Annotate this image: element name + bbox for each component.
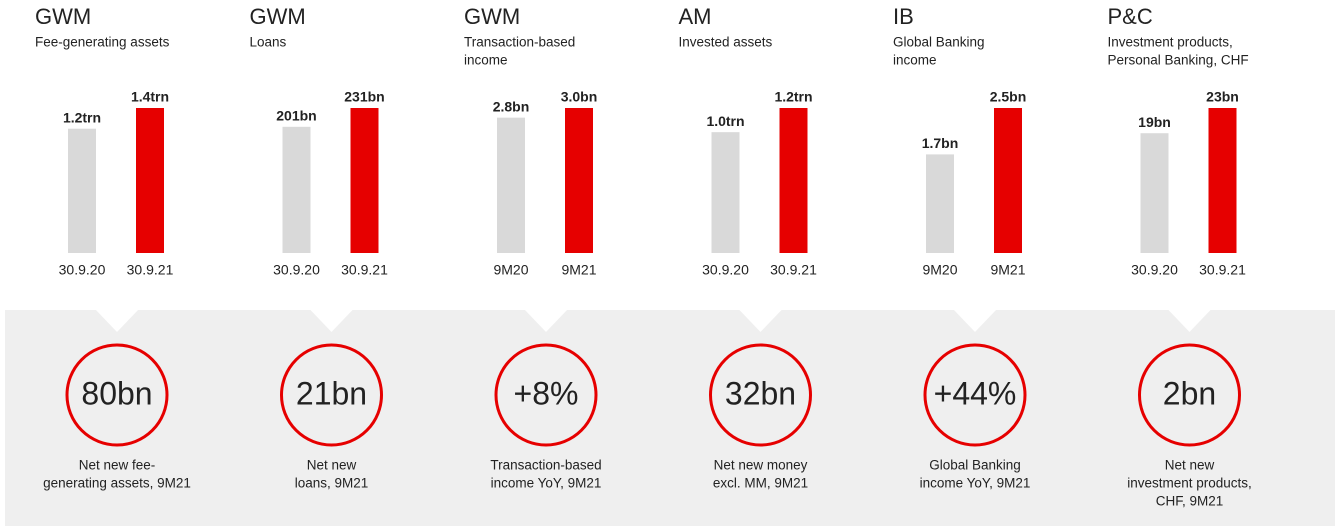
notch (524, 309, 568, 332)
value-label: 231bn (344, 89, 384, 105)
highlight-label: Net new fee- (79, 458, 156, 473)
panel-title: GWM (250, 4, 306, 29)
notch (309, 309, 354, 332)
highlight-circle (1138, 343, 1241, 447)
x-tick-label: 30.9.20 (59, 262, 106, 278)
notch (95, 309, 139, 332)
panel-subtitle: Transaction-based (464, 35, 575, 50)
value-label: 1.2trn (63, 109, 101, 125)
bar (994, 108, 1022, 253)
bar (497, 117, 525, 254)
panel-title: IB (893, 4, 914, 29)
bar (1208, 108, 1237, 253)
highlight-label: Global Banking (929, 458, 1021, 473)
panel-title: GWM (464, 4, 520, 29)
panel-subtitle: income (464, 53, 508, 68)
x-tick-label: 30.9.20 (702, 262, 749, 278)
highlight-value: +44% (934, 375, 1017, 411)
panel-title: AM (679, 4, 712, 29)
highlight-label: income YoY, 9M21 (920, 476, 1031, 491)
highlight-label: Net new (1165, 458, 1215, 473)
x-tick-label: 9M21 (561, 262, 596, 278)
panel-subtitle: Loans (250, 35, 287, 50)
panel-subtitle: Fee-generating assets (35, 35, 170, 50)
panel-subtitle: Global Banking (893, 35, 985, 50)
bar (711, 132, 740, 253)
bar (779, 108, 808, 253)
highlight-value: 21bn (296, 375, 367, 411)
bar (282, 126, 311, 253)
highlight-label: generating assets, 9M21 (43, 476, 191, 491)
summary-band (5, 310, 1335, 526)
notch (1167, 309, 1212, 332)
highlight-value: 80bn (81, 375, 152, 411)
highlight-label: income YoY, 9M21 (491, 476, 602, 491)
value-label: 3.0bn (561, 89, 598, 105)
highlight-circle (494, 343, 598, 447)
value-label: 1.4trn (131, 89, 169, 105)
notch (953, 309, 997, 332)
value-label: 1.7bn (922, 135, 959, 151)
value-label: 1.2trn (774, 89, 812, 105)
value-label: 23bn (1206, 89, 1239, 105)
highlight-label: loans, 9M21 (295, 476, 369, 491)
notch (738, 309, 783, 332)
highlight-value: 2bn (1163, 375, 1216, 411)
x-tick-label: 30.9.21 (341, 262, 388, 278)
value-label: 2.8bn (493, 98, 530, 114)
panel-subtitle: income (893, 53, 937, 68)
value-label: 2.5bn (990, 89, 1027, 105)
highlight-circle (923, 343, 1027, 447)
bar (68, 128, 96, 253)
panel-subtitle: Investment products, (1108, 35, 1233, 50)
highlight-circle (709, 343, 812, 447)
panel-subtitle: Invested assets (679, 35, 773, 50)
bar (565, 108, 593, 253)
panel-subtitle: Personal Banking, CHF (1108, 53, 1249, 68)
highlight-label: excl. MM, 9M21 (713, 476, 808, 491)
bar (1140, 133, 1169, 253)
bar (136, 108, 164, 253)
highlight-label: investment products, (1127, 476, 1252, 491)
bar (926, 154, 954, 253)
highlight-circle (280, 343, 383, 447)
highlight-circle (65, 343, 169, 447)
panel-title: P&C (1108, 4, 1153, 29)
x-tick-label: 30.9.20 (1131, 262, 1178, 278)
highlight-value: 32bn (725, 375, 796, 411)
highlight-label: Net new money (714, 458, 808, 473)
bar (350, 108, 379, 253)
panel-title: GWM (35, 4, 91, 29)
x-tick-label: 9M20 (922, 262, 957, 278)
x-tick-label: 30.9.20 (273, 262, 320, 278)
highlight-value: +8% (514, 375, 579, 411)
x-tick-label: 30.9.21 (127, 262, 174, 278)
value-label: 201bn (276, 108, 316, 124)
value-label: 19bn (1138, 114, 1171, 130)
highlight-label: Net new (307, 458, 357, 473)
x-tick-label: 30.9.21 (1199, 262, 1246, 278)
value-label: 1.0trn (706, 113, 744, 129)
x-tick-label: 9M20 (493, 262, 528, 278)
x-tick-label: 30.9.21 (770, 262, 817, 278)
highlight-label: Transaction-based (490, 458, 601, 473)
highlight-label: CHF, 9M21 (1156, 494, 1224, 509)
x-tick-label: 9M21 (990, 262, 1025, 278)
